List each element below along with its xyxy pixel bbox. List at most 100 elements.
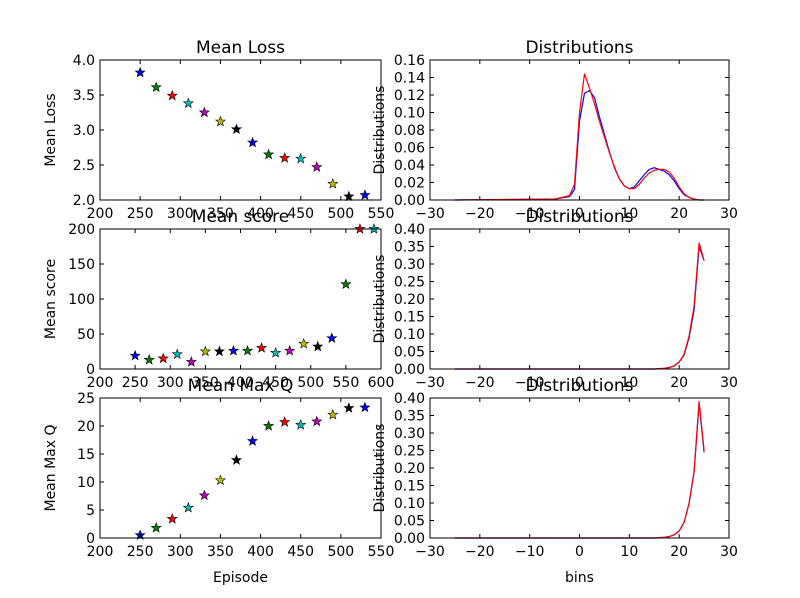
data-point	[343, 402, 355, 413]
data-point	[359, 189, 371, 200]
data-point	[129, 349, 141, 361]
x-tick-label: 300	[157, 375, 184, 391]
y-tick-label: 0.10	[394, 106, 425, 122]
series-line	[454, 73, 705, 201]
data-point	[279, 152, 291, 163]
y-tick-label: 0.35	[394, 409, 425, 425]
data-point	[326, 332, 338, 343]
panel-5: 200 250 300 350 400 450 500 550 0 5 10 15 20 25 Mean M…	[43, 376, 394, 586]
x-tick-label: −10	[515, 206, 545, 222]
data-point	[246, 435, 259, 446]
y-tick-label: 0.00	[394, 531, 425, 547]
x-tick-label: 400	[247, 206, 274, 222]
data-point	[343, 190, 355, 202]
x-tick-label: 350	[192, 375, 219, 391]
data-point	[279, 416, 291, 427]
x-tick-label: 600	[368, 375, 395, 391]
data-point	[263, 148, 275, 160]
y-tick-label: 3.5	[73, 88, 95, 104]
axes-frame	[99, 59, 382, 201]
data-point	[327, 178, 339, 189]
data-point	[359, 401, 371, 413]
x-tick-label: −20	[465, 206, 495, 222]
data-point	[134, 66, 146, 78]
y-tick-label: 2.5	[73, 158, 95, 174]
x-tick-label: 10	[620, 206, 638, 222]
y-tick-label: 0.16	[394, 53, 425, 69]
x-axis-label: Episode	[213, 570, 268, 586]
y-tick-label: 0.15	[394, 479, 425, 495]
x-tick-label: 450	[287, 206, 314, 222]
x-tick-label: 300	[167, 544, 194, 560]
x-tick-label: 30	[720, 375, 738, 391]
x-tick-label: 0	[575, 375, 584, 391]
x-tick-label: 20	[670, 375, 688, 391]
y-tick-label: 0.02	[394, 176, 425, 192]
x-tick-label: 30	[720, 206, 738, 222]
x-tick-label: 200	[87, 375, 114, 391]
data-point	[327, 408, 339, 420]
y-tick-label: 0.20	[394, 292, 425, 308]
data-point	[199, 345, 211, 357]
y-tick-label: 0.25	[394, 275, 425, 291]
y-tick-label: 3.0	[73, 123, 95, 139]
x-tick-label: 500	[297, 375, 324, 391]
x-tick-label: 250	[122, 375, 149, 391]
data-point	[256, 342, 268, 353]
x-tick-label: 250	[127, 206, 154, 222]
x-tick-label: 20	[670, 206, 688, 222]
x-tick-label: 20	[670, 544, 688, 560]
x-tick-label: 550	[333, 375, 360, 391]
x-tick-label: 400	[247, 544, 274, 560]
data-point	[150, 522, 162, 533]
data-point	[295, 419, 307, 430]
y-tick-label: 25	[77, 391, 95, 407]
data-point	[182, 97, 194, 109]
axes-frame	[429, 228, 730, 370]
data-point	[171, 348, 183, 360]
x-tick-label: −30	[415, 206, 445, 222]
x-tick-label: 550	[368, 206, 395, 222]
data-point	[214, 474, 226, 486]
y-tick-label: 0.06	[394, 141, 425, 157]
y-tick-label: 0.05	[394, 514, 425, 530]
data-point	[182, 501, 194, 513]
data-point	[150, 81, 162, 93]
y-tick-label: 0.20	[394, 461, 425, 477]
y-tick-label: 0.10	[394, 327, 425, 343]
x-tick-label: 350	[207, 206, 234, 222]
panel-title: Distributions	[525, 376, 633, 396]
data-point	[166, 89, 178, 101]
y-tick-label: 0.04	[394, 158, 425, 174]
x-tick-label: 500	[327, 544, 354, 560]
panel-title: Distributions	[525, 38, 633, 58]
panel-title: Mean Max Q	[188, 376, 294, 396]
panel-3: 200 250 300 350 400 450 500 550 600 0 50 100 150 200 M…	[43, 207, 394, 391]
y-tick-label: 0	[86, 531, 95, 547]
y-axis-label: Distributions	[372, 255, 388, 344]
y-axis-label: Distributions	[372, 86, 388, 175]
y-tick-label: 50	[77, 327, 95, 343]
x-tick-label: −20	[465, 544, 495, 560]
y-tick-label: 0.05	[394, 345, 425, 361]
y-tick-label: 0.14	[394, 71, 425, 87]
data-point	[263, 420, 275, 431]
data-point	[198, 106, 210, 118]
y-tick-label: 2.0	[73, 193, 95, 209]
y-tick-label: 0.30	[394, 426, 425, 442]
series-line	[454, 90, 705, 201]
data-point	[157, 352, 169, 364]
y-tick-label: 0.40	[394, 391, 425, 407]
y-tick-label: 0.10	[394, 496, 425, 512]
data-point	[213, 345, 225, 357]
x-tick-label: 10	[620, 375, 638, 391]
y-tick-label: 20	[77, 419, 95, 435]
x-tick-label: 500	[327, 206, 354, 222]
axes-frame	[99, 228, 382, 370]
data-point	[230, 123, 243, 135]
y-tick-label: 0.12	[394, 88, 425, 104]
y-tick-label: 0	[86, 362, 95, 378]
data-point	[295, 152, 307, 164]
panel-6: −30 −20 −10 0 10 20 30 0.000.05 0.100.15 0.200.25…	[372, 376, 738, 586]
